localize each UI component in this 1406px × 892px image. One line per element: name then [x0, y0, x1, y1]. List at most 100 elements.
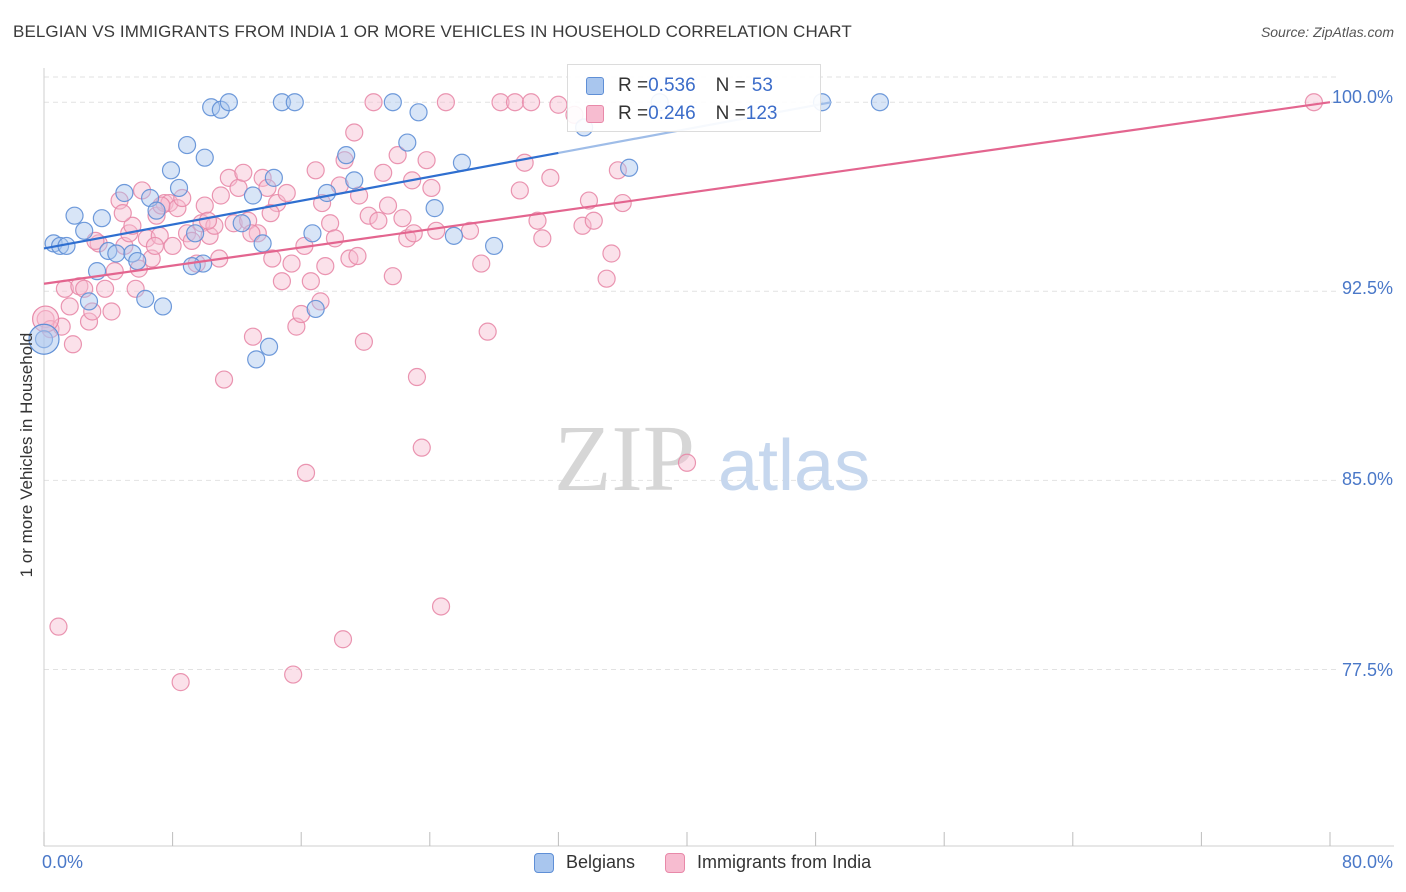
axes [43, 68, 1394, 847]
x-tick-label-min: 0.0% [42, 852, 84, 872]
belgian-point [383, 93, 402, 112]
india-point [95, 279, 115, 298]
n-value: 123 [745, 103, 778, 124]
belgian-point [177, 135, 197, 155]
india-point [422, 178, 441, 198]
india-point [364, 93, 383, 112]
india-point [292, 304, 311, 324]
india-point [171, 673, 190, 692]
india-point [388, 146, 407, 165]
belgian-point [195, 148, 214, 167]
belgian-point [272, 93, 292, 112]
belgian-point [136, 289, 155, 308]
belgian-point [169, 178, 189, 198]
india-point [472, 254, 491, 273]
belgian-point [115, 183, 134, 203]
belgian-point [337, 146, 356, 165]
india-point [515, 153, 534, 172]
india-point [383, 267, 402, 286]
belgian-point [182, 256, 201, 276]
india-point [301, 272, 320, 291]
legend-label: Immigrants from India [697, 852, 872, 872]
india-point [478, 322, 497, 341]
india-point [1304, 93, 1324, 112]
india-point [345, 123, 364, 142]
india-point [272, 272, 292, 291]
belgian-point [398, 133, 417, 152]
india-point [431, 597, 451, 616]
belgians-legend-swatch [534, 852, 554, 873]
india-point [113, 204, 132, 223]
belgian-point [345, 171, 364, 190]
india-point [261, 204, 280, 223]
india-point [549, 95, 568, 114]
belgian-point [485, 236, 504, 256]
india-point [333, 630, 353, 649]
belgian-point [425, 199, 444, 218]
n-label: N = [715, 75, 746, 96]
india-point [316, 256, 335, 276]
india-point [248, 224, 267, 243]
series-legend: Belgians Immigrants from India [534, 852, 901, 873]
r-label: R = [618, 103, 649, 124]
chart-title: BELGIAN VS IMMIGRANTS FROM INDIA 1 OR MO… [13, 22, 852, 41]
n-label: N = [715, 103, 746, 124]
r-label: R = [618, 75, 649, 96]
india-point [533, 229, 552, 248]
india-point [417, 151, 436, 170]
belgian-point [153, 297, 173, 316]
india-point [173, 188, 192, 208]
legend-label: Belgians [566, 852, 636, 872]
belgian-point [161, 161, 181, 180]
belgian-point [247, 350, 266, 369]
india-point [407, 367, 427, 387]
india-point [321, 214, 340, 233]
india-point [677, 453, 697, 472]
india-point [102, 302, 121, 321]
india-point [521, 93, 541, 112]
india-point [277, 183, 296, 203]
india-point [282, 254, 301, 273]
india-swatch [586, 105, 604, 123]
belgian-point [253, 234, 272, 253]
india-point [163, 236, 182, 256]
y-tick-label: 85.0% [1341, 469, 1393, 489]
india-point [211, 186, 230, 205]
india-point [306, 161, 325, 180]
r-value: 0.536 [648, 75, 696, 96]
india-point [573, 216, 592, 235]
india-point [200, 226, 219, 245]
india-point [510, 181, 529, 200]
belgian-point [65, 206, 84, 225]
belgian-point [444, 226, 464, 245]
watermark: ZIP atlas [554, 407, 870, 511]
belgian-point [264, 168, 283, 187]
legend-item-belgians[interactable]: Belgians [534, 852, 635, 873]
india-point [359, 206, 378, 225]
legend-item-india[interactable]: Immigrants from India [665, 852, 871, 873]
india-point [608, 161, 627, 180]
india-point [369, 211, 388, 230]
india-point [374, 163, 393, 182]
belgian-point [92, 209, 111, 228]
source-label: Source: ZipAtlas.com [1260, 24, 1394, 40]
belgian-point-large [28, 323, 60, 355]
india-point [284, 665, 303, 684]
india-point [348, 246, 367, 266]
india-legend-swatch [665, 852, 686, 873]
india-point [263, 249, 282, 268]
india-point [427, 221, 446, 240]
india-point [83, 302, 102, 321]
belgian-point [219, 93, 238, 112]
stats-row-belgians: R = 0.536 N = 53 [586, 75, 773, 97]
india-point [412, 438, 431, 457]
belgian-point [79, 292, 99, 311]
india-point [528, 211, 547, 230]
india-point [312, 193, 332, 213]
india-point [145, 236, 165, 256]
belgian-point [186, 224, 205, 243]
watermark-atlas: atlas [718, 426, 870, 506]
india-point [60, 297, 79, 316]
india-point [234, 163, 253, 182]
